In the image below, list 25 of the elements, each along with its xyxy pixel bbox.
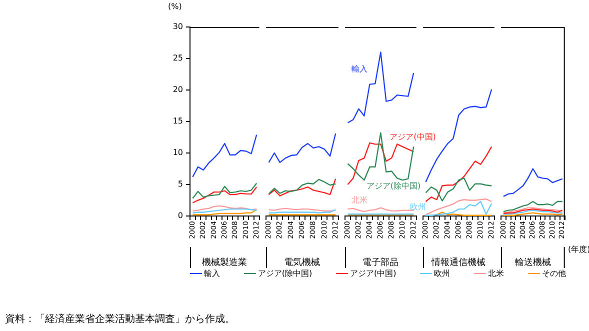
legend-label: 北米 (488, 268, 504, 279)
legend-label: 輸入 (204, 268, 220, 279)
x-axis-title: 情報通信機械 (430, 256, 486, 268)
y-tick-label: 25 (172, 54, 183, 63)
legend-label: その他 (542, 268, 566, 279)
y-tick-label: 30 (172, 22, 183, 32)
series-label: アジア(中国) (390, 131, 436, 142)
legend-label: アジア(除中国) (258, 268, 312, 279)
y-tick-label: 0 (178, 211, 183, 220)
legend-label: アジア(中国) (350, 268, 396, 279)
x-axis-title: 電気機械 (284, 256, 320, 268)
series-label: アジア(除中国) (366, 180, 421, 192)
x-axis-title: 輸送機械 (514, 256, 551, 268)
x-axis-title: 電子部品 (362, 256, 399, 268)
series-label: 欧州 (410, 202, 426, 213)
y-tick-label: 20 (172, 85, 183, 94)
x-axis-title: 機械製造業 (202, 256, 248, 268)
text: 資料：「経済産業省企業活動基本調査」から作成。 (5, 312, 235, 326)
y-tick-label: 5 (178, 180, 183, 189)
legend-label: 欧州 (434, 268, 450, 279)
series-label: 北米 (351, 194, 368, 206)
y-tick-label: 10 (172, 148, 183, 158)
series-label: 輸入 (351, 63, 368, 74)
y-axis-title: (%) (168, 2, 182, 11)
y-tick-label: 15 (172, 116, 183, 126)
